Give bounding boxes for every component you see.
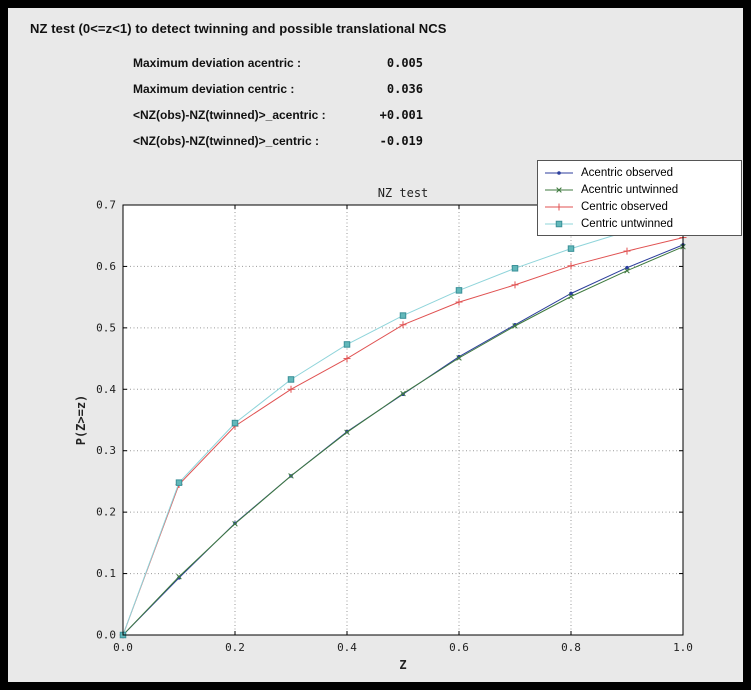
stat-row: Maximum deviation acentric : 0.005 (133, 56, 423, 82)
legend-line-swatch-icon (544, 184, 574, 196)
svg-text:0.1: 0.1 (96, 567, 116, 580)
legend-item: Centric untwinned (544, 215, 735, 232)
svg-text:NZ test: NZ test (378, 186, 429, 200)
stat-value: -0.019 (379, 134, 423, 148)
svg-text:P(Z>=z): P(Z>=z) (74, 395, 88, 446)
svg-text:0.8: 0.8 (561, 641, 581, 654)
stat-value: 0.036 (386, 82, 423, 96)
stat-value: +0.001 (379, 108, 423, 122)
stat-value: 0.005 (386, 56, 423, 70)
legend-label: Centric untwinned (581, 217, 674, 230)
stat-label: Maximum deviation centric : (133, 82, 295, 96)
page-title: NZ test (0<=z<1) to detect twinning and … (30, 21, 447, 36)
nz-test-chart: 0.0 0.2 0.4 0.6 0.8 1.0 0.0 0.1 0.2 0.3 0.4 0.5 0.6 0… (74, 186, 693, 672)
stats-block: Maximum deviation acentric : 0.005 Maxim… (133, 56, 423, 160)
svg-text:0.0: 0.0 (96, 629, 116, 642)
legend-label: Acentric observed (581, 166, 674, 179)
stat-row: Maximum deviation centric : 0.036 (133, 82, 423, 108)
legend-item: Centric observed (544, 198, 735, 215)
stat-label: Maximum deviation acentric : (133, 56, 302, 70)
svg-text:0.6: 0.6 (449, 641, 469, 654)
legend-item: Acentric observed (544, 164, 735, 181)
svg-text:1.0: 1.0 (673, 641, 693, 654)
svg-text:0.6: 0.6 (96, 260, 116, 273)
stat-row: <NZ(obs)-NZ(twinned)>_centric : -0.019 (133, 134, 423, 160)
legend-label: Centric observed (581, 200, 668, 213)
plot-panel: NZ test (0<=z<1) to detect twinning and … (8, 8, 743, 682)
svg-text:0.4: 0.4 (96, 383, 116, 396)
legend-label: Acentric untwinned (581, 183, 679, 196)
svg-text:0.0: 0.0 (113, 641, 133, 654)
svg-text:0.5: 0.5 (96, 321, 116, 334)
stat-row: <NZ(obs)-NZ(twinned)>_acentric : +0.001 (133, 108, 423, 134)
legend-line-swatch-icon (544, 218, 574, 230)
chart-legend: Acentric observed Acentric untwinned Cen… (537, 160, 742, 236)
svg-text:0.4: 0.4 (337, 641, 357, 654)
stat-label: <NZ(obs)-NZ(twinned)>_acentric : (133, 108, 326, 122)
svg-text:0.2: 0.2 (225, 641, 245, 654)
svg-text:0.2: 0.2 (96, 506, 116, 519)
svg-text:0.7: 0.7 (96, 199, 116, 212)
legend-item: Acentric untwinned (544, 181, 735, 198)
legend-line-swatch-icon (544, 167, 574, 179)
stat-label: <NZ(obs)-NZ(twinned)>_centric : (133, 134, 320, 148)
legend-line-swatch-icon (544, 201, 574, 213)
svg-text:0.3: 0.3 (96, 444, 116, 457)
svg-text:Z: Z (399, 658, 406, 672)
